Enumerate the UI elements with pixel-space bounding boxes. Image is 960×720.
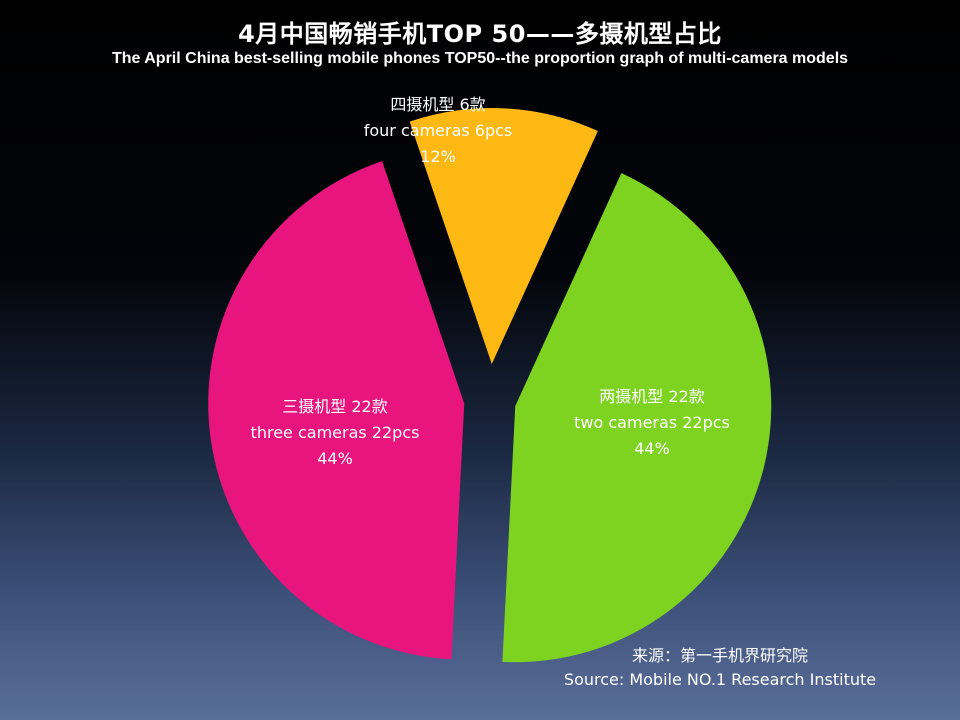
slice-label-en: two cameras 22pcs <box>574 413 730 432</box>
source-cn: 来源：第一手机界研究院 <box>631 646 808 665</box>
slice-label-two-cameras-22pcs: 两摄机型 22款 two cameras 22pcs 44% <box>542 384 762 462</box>
source-en: Source: Mobile NO.1 Research Institute <box>563 670 877 689</box>
source-note: 来源：第一手机界研究院 Source: Mobile NO.1 Research… <box>550 644 890 692</box>
slice-label-cn: 四摄机型 6款 <box>390 95 486 114</box>
slice-label-cn: 三摄机型 22款 <box>282 397 388 416</box>
pie-slice-three-cameras-22pcs <box>208 161 465 660</box>
chart-subtitle: The April China best-selling mobile phon… <box>111 50 849 67</box>
slice-percent-label: 44% <box>634 439 670 458</box>
slice-label-cn: 两摄机型 22款 <box>599 387 705 406</box>
pie-slice-four-cameras-6pcs <box>409 108 598 365</box>
slice-label-three-cameras-22pcs: 三摄机型 22款 three cameras 22pcs 44% <box>225 394 445 472</box>
chart-title: 4月中国畅销手机TOP 50——多摄机型占比 <box>238 20 722 48</box>
slice-label-four-cameras-6pcs: 四摄机型 6款 four cameras 6pcs 12% <box>328 92 548 170</box>
slice-label-en: four cameras 6pcs <box>363 121 513 140</box>
slice-percent-label: 44% <box>317 449 353 468</box>
slice-percent-label: 12% <box>420 147 456 166</box>
pie-slice-two-cameras-22pcs <box>502 173 772 663</box>
slice-label-en: three cameras 22pcs <box>250 423 420 442</box>
